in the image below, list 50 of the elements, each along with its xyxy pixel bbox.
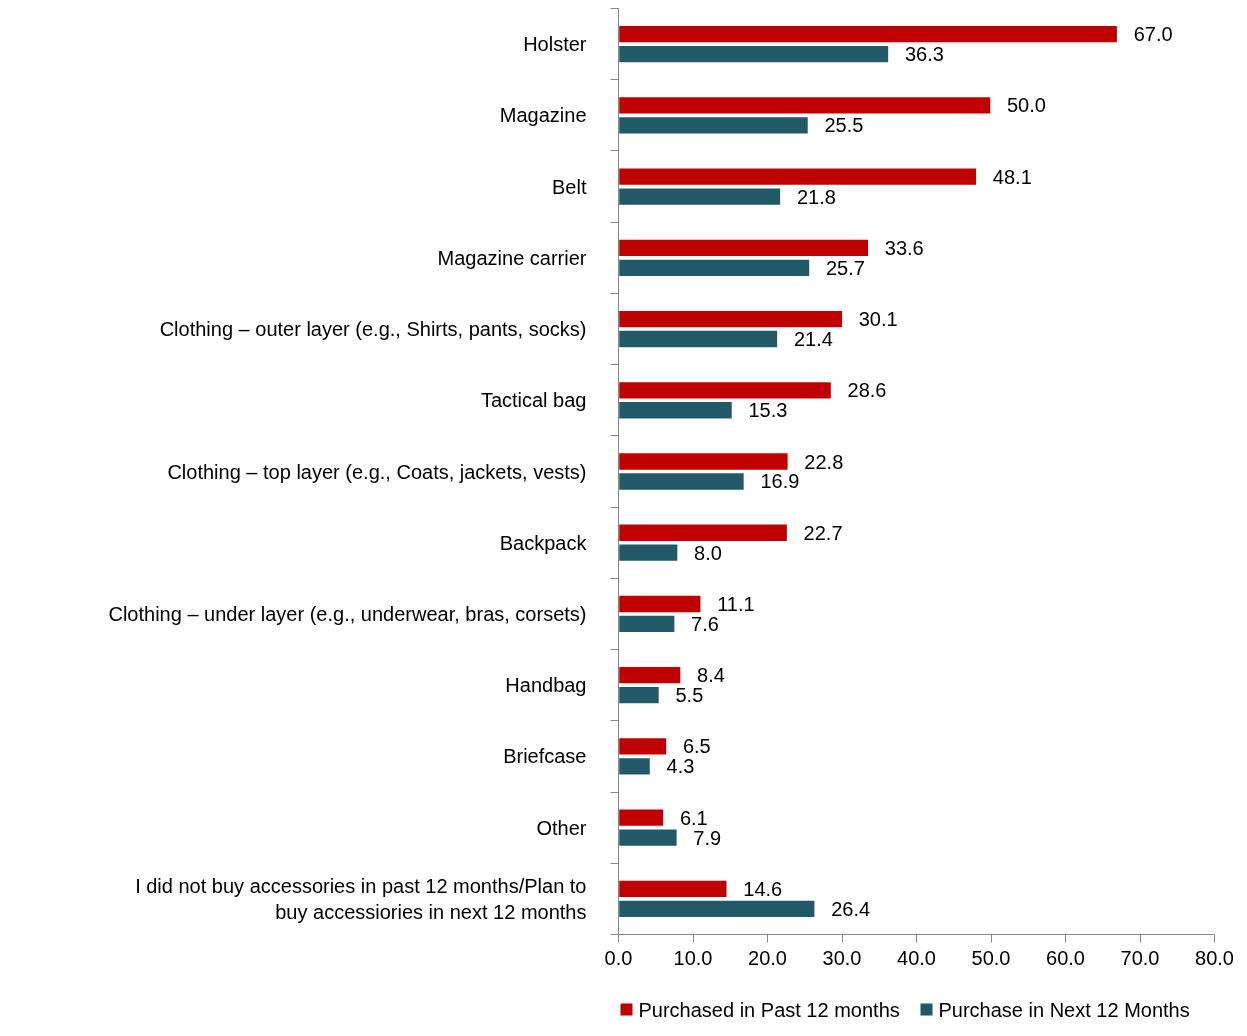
data-label: 22.7 <box>803 521 843 544</box>
x-tick-label: 0.0 <box>604 946 633 969</box>
legend-label: Purchase in Next 12 Months <box>938 998 1190 1021</box>
data-label: 16.9 <box>760 470 800 493</box>
legend-label: Purchased in Past 12 months <box>638 998 900 1021</box>
data-label: 48.1 <box>992 165 1032 188</box>
data-label: 36.3 <box>904 43 944 66</box>
data-label: 50.0 <box>1007 94 1046 117</box>
data-label: 28.6 <box>847 379 887 402</box>
x-tick-label: 30.0 <box>822 946 862 969</box>
data-label: 25.5 <box>824 114 864 137</box>
x-tick-label: 60.0 <box>1046 946 1085 969</box>
x-tick-label: 20.0 <box>748 946 787 969</box>
data-label: 26.4 <box>831 897 871 920</box>
y-tick-label: Belt <box>552 175 587 198</box>
data-label: 22.8 <box>804 450 844 473</box>
data-label: 67.0 <box>1133 23 1173 46</box>
x-tick-label: 70.0 <box>1120 946 1160 969</box>
y-tick-label: Holster <box>523 33 587 56</box>
data-label: 14.6 <box>743 877 783 900</box>
y-tick-label: Other <box>536 816 587 839</box>
data-label: 5.5 <box>675 684 704 707</box>
y-tick-label: I did not buy accessories in past 12 months/Plan to buy accessiories in next 12 months <box>135 874 587 924</box>
x-tick-label: 50.0 <box>971 946 1011 969</box>
x-tick-label: 40.0 <box>897 946 936 969</box>
y-tick-label: Handbag <box>505 674 587 697</box>
data-label: 8.0 <box>694 541 722 564</box>
y-tick-label: Clothing – under layer (e.g., underwear, bras, corsets) <box>108 602 587 625</box>
data-label: 11.1 <box>717 592 755 615</box>
y-tick-label: Briefcase <box>503 745 587 768</box>
data-label: 8.4 <box>697 664 725 687</box>
data-label: 33.6 <box>884 236 924 259</box>
data-label: 7.9 <box>693 826 722 849</box>
y-tick-label: Magazine carrier <box>437 246 587 269</box>
data-label: 6.5 <box>682 735 711 758</box>
y-tick-label: Clothing – top layer (e.g., Coats, jackets, vests) <box>167 460 587 483</box>
data-label: 4.3 <box>666 755 695 778</box>
y-tick-label: Backpack <box>499 531 588 554</box>
y-tick-label: Clothing – outer layer (e.g., Shirts, pants, socks) <box>159 318 587 341</box>
data-label: 15.3 <box>748 399 788 422</box>
data-label: 6.1 <box>679 806 708 829</box>
data-label: 30.1 <box>858 308 898 331</box>
y-tick-label: Magazine <box>499 104 587 127</box>
x-tick-label: 80.0 <box>1195 946 1234 969</box>
data-label: 21.4 <box>793 328 833 351</box>
data-label: 21.8 <box>796 185 836 208</box>
y-tick-label: Tactical bag <box>480 389 587 412</box>
data-label: 7.6 <box>691 612 719 635</box>
data-label: 25.7 <box>825 256 865 279</box>
x-tick-label: 10.0 <box>673 946 713 969</box>
